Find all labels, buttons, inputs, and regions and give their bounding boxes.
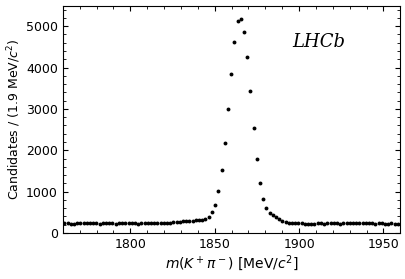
X-axis label: $m(K^+\pi^-)$ [MeV/$c^2$]: $m(K^+\pi^-)$ [MeV/$c^2$] — [164, 254, 298, 273]
Y-axis label: Candidates / (1.9 MeV/$c^2$): Candidates / (1.9 MeV/$c^2$) — [6, 39, 23, 200]
Text: LHCb: LHCb — [292, 33, 344, 51]
